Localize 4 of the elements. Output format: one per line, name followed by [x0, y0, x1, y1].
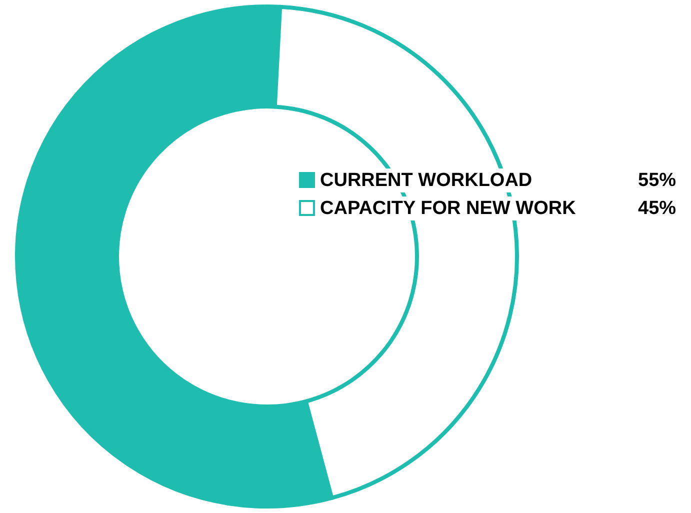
data-label: 45%: [638, 198, 676, 219]
data-label: 55%: [638, 170, 676, 191]
legend-label: CAPACITY FOR NEW WORK: [320, 198, 576, 219]
legend-label: CURRENT WORKLOAD: [320, 170, 532, 191]
